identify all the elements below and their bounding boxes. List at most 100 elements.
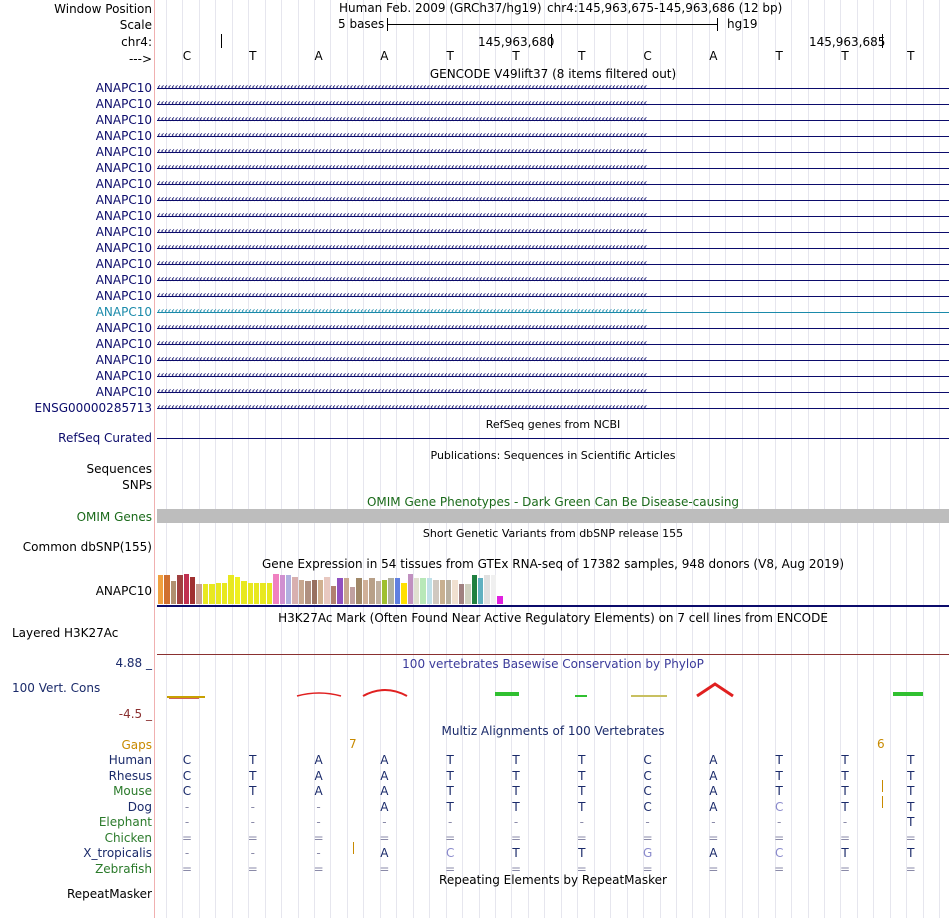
gtex-tissue-bar[interactable] — [228, 575, 234, 604]
gtex-tissue-bar[interactable] — [215, 583, 221, 604]
gencode-item-label[interactable]: ANAPC10 — [95, 113, 152, 127]
gencode-item-line[interactable] — [157, 232, 949, 233]
gtex-tissue-bar[interactable] — [401, 583, 407, 604]
gtex-tissue-bar[interactable] — [446, 580, 452, 604]
gencode-item-label[interactable]: ANAPC10 — [95, 385, 152, 399]
gtex-tissue-bar[interactable] — [452, 580, 458, 604]
gaps-label[interactable]: Gaps — [121, 738, 152, 752]
gencode-item-label[interactable]: ANAPC10 — [95, 81, 152, 95]
gencode-item-line[interactable] — [157, 312, 949, 313]
gencode-item-label[interactable]: ANAPC10 — [95, 225, 152, 239]
gtex-tissue-bar[interactable] — [305, 581, 311, 604]
position-text[interactable]: chr4:145,963,675-145,963,686 (12 bp) — [547, 1, 783, 15]
gtex-tissue-bar[interactable] — [369, 578, 375, 604]
gencode-item-label[interactable]: ANAPC10 — [95, 97, 152, 111]
gencode-item-line[interactable] — [157, 360, 949, 361]
gtex-tissue-bar[interactable] — [279, 575, 285, 604]
gtex-tissue-bar[interactable] — [394, 578, 401, 604]
species-label[interactable]: Rhesus — [108, 768, 152, 783]
gtex-tissue-bar[interactable] — [497, 596, 503, 604]
gtex-tissue-bar[interactable] — [407, 574, 413, 604]
gtex-tissue-bar[interactable] — [286, 575, 292, 604]
gencode-item-line[interactable] — [157, 168, 949, 169]
gencode-item-label[interactable]: ANAPC10 — [95, 145, 152, 159]
gencode-item-label[interactable]: ANAPC10 — [95, 369, 152, 383]
gtex-tissue-bar[interactable] — [362, 580, 369, 604]
gtex-tissue-bar[interactable] — [350, 587, 356, 604]
gtex-tissue-bar[interactable] — [458, 584, 465, 604]
gtex-tissue-bar[interactable] — [222, 583, 228, 604]
gencode-item-line[interactable] — [157, 328, 949, 329]
gtex-tissue-bar[interactable] — [426, 578, 433, 604]
gtex-tissue-bar[interactable] — [273, 574, 279, 604]
gencode-item-label[interactable]: ANAPC10 — [95, 257, 152, 271]
gtex-tissue-bar[interactable] — [177, 575, 183, 604]
refseq-label[interactable]: RefSeq Curated — [58, 431, 152, 445]
gtex-tissue-bar[interactable] — [375, 581, 381, 604]
gencode-item-label[interactable]: ANAPC10 — [95, 305, 152, 319]
species-label[interactable]: Human — [108, 753, 152, 767]
gtex-tissue-bar[interactable] — [292, 577, 298, 604]
species-label[interactable]: Chicken — [104, 830, 152, 845]
gtex-tissue-bar[interactable] — [484, 575, 490, 604]
gencode-item-label[interactable]: ANAPC10 — [95, 289, 152, 303]
gtex-tissue-bar[interactable] — [420, 578, 426, 604]
gtex-tissue-bar[interactable] — [298, 580, 305, 604]
gtex-tissue-bar[interactable] — [318, 580, 324, 604]
repeatmasker-label[interactable]: RepeatMasker — [66, 887, 152, 901]
species-label[interactable]: Elephant — [98, 815, 152, 829]
gencode-item-line[interactable] — [157, 88, 949, 89]
phylop-signal[interactable] — [157, 680, 949, 702]
gtex-tissue-bar[interactable] — [439, 580, 445, 604]
gtex-tissue-bar[interactable] — [170, 581, 177, 604]
gtex-tissue-bar[interactable] — [209, 584, 215, 604]
gtex-tissue-bar[interactable] — [260, 583, 266, 604]
gencode-item-line[interactable] — [157, 216, 949, 217]
gencode-item-line[interactable] — [157, 408, 949, 409]
gtex-tissue-bar[interactable] — [471, 575, 477, 604]
gtex-tissue-bar[interactable] — [382, 580, 388, 604]
gtex-tissue-bar[interactable] — [202, 584, 209, 604]
h3k27ac-label[interactable]: Layered H3K27Ac — [12, 626, 119, 640]
phylop-label[interactable]: 100 Vert. Cons — [12, 681, 101, 695]
gtex-tissue-bar[interactable] — [337, 578, 343, 604]
gtex-tissue-bar[interactable] — [254, 583, 260, 604]
gencode-item-label[interactable]: ANAPC10 — [95, 161, 152, 175]
gtex-tissue-bar[interactable] — [465, 584, 471, 604]
gtex-tissue-bar[interactable] — [196, 584, 202, 604]
species-label[interactable]: Mouse — [113, 784, 152, 798]
gencode-item-line[interactable] — [157, 152, 949, 153]
omim-label[interactable]: OMIM Genes — [76, 510, 152, 524]
gtex-tissue-bar[interactable] — [330, 586, 337, 604]
species-label[interactable]: X_tropicalis — [83, 846, 152, 860]
gencode-item-label[interactable]: ANAPC10 — [95, 193, 152, 207]
gencode-item-label[interactable]: ANAPC10 — [95, 353, 152, 367]
gencode-item-line[interactable] — [157, 296, 949, 297]
omim-bar[interactable] — [157, 509, 949, 523]
gencode-item-line[interactable] — [157, 264, 949, 265]
gtex-tissue-bar[interactable] — [190, 577, 196, 604]
gtex-tissue-bar[interactable] — [490, 575, 497, 604]
gencode-item-line[interactable] — [157, 376, 949, 377]
gtex-tissue-bar[interactable] — [164, 575, 170, 604]
gencode-item-line[interactable] — [157, 184, 949, 185]
snps-label[interactable]: SNPs — [122, 478, 152, 492]
gtex-tissue-bar[interactable] — [247, 583, 253, 604]
gtex-tissue-bar[interactable] — [433, 580, 439, 604]
species-label[interactable]: Dog — [127, 799, 152, 814]
gtex-tissue-bar[interactable] — [388, 578, 394, 604]
gtex-tissue-bar[interactable] — [266, 583, 273, 604]
publications-label[interactable]: Sequences — [86, 462, 152, 476]
gencode-item-line[interactable] — [157, 392, 949, 393]
gencode-item-label[interactable]: ANAPC10 — [95, 209, 152, 223]
gtex-tissue-bar[interactable] — [414, 578, 420, 604]
gencode-item-label[interactable]: ANAPC10 — [95, 177, 152, 191]
gencode-item-label[interactable]: ANAPC10 — [95, 321, 152, 335]
gtex-tissue-bar[interactable] — [356, 578, 362, 604]
gencode-item-label[interactable]: ANAPC10 — [95, 129, 152, 143]
gencode-item-label[interactable]: ANAPC10 — [95, 273, 152, 287]
gtex-tissue-bar[interactable] — [234, 577, 241, 604]
gtex-tissue-bar[interactable] — [158, 575, 164, 604]
gtex-label[interactable]: ANAPC10 — [95, 584, 152, 598]
gtex-tissue-bar[interactable] — [183, 574, 189, 604]
